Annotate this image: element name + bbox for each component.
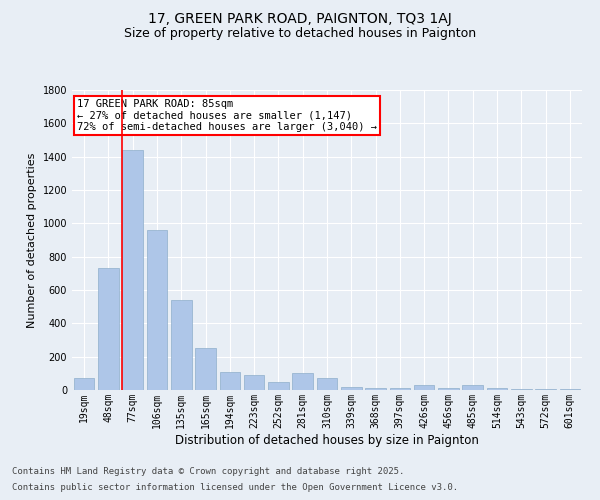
Text: 17, GREEN PARK ROAD, PAIGNTON, TQ3 1AJ: 17, GREEN PARK ROAD, PAIGNTON, TQ3 1AJ [148,12,452,26]
Bar [98,268,119,390]
Bar [317,378,337,390]
Bar [244,375,265,390]
Bar [560,389,580,390]
Bar [341,386,362,390]
Text: Contains public sector information licensed under the Open Government Licence v3: Contains public sector information licen… [12,484,458,492]
Text: Contains HM Land Registry data © Crown copyright and database right 2025.: Contains HM Land Registry data © Crown c… [12,467,404,476]
Bar [268,382,289,390]
Bar [122,150,143,390]
Bar [292,374,313,390]
Text: 17 GREEN PARK ROAD: 85sqm
← 27% of detached houses are smaller (1,147)
72% of se: 17 GREEN PARK ROAD: 85sqm ← 27% of detac… [77,99,377,132]
Bar [463,385,483,390]
Text: Size of property relative to detached houses in Paignton: Size of property relative to detached ho… [124,28,476,40]
Bar [511,389,532,390]
Bar [220,372,240,390]
Bar [487,388,508,390]
Bar [195,348,216,390]
Bar [74,378,94,390]
Bar [414,385,434,390]
Bar [389,388,410,390]
Bar [438,388,459,390]
Y-axis label: Number of detached properties: Number of detached properties [27,152,37,328]
Bar [535,389,556,390]
Bar [365,388,386,390]
Bar [171,300,191,390]
X-axis label: Distribution of detached houses by size in Paignton: Distribution of detached houses by size … [175,434,479,446]
Bar [146,230,167,390]
